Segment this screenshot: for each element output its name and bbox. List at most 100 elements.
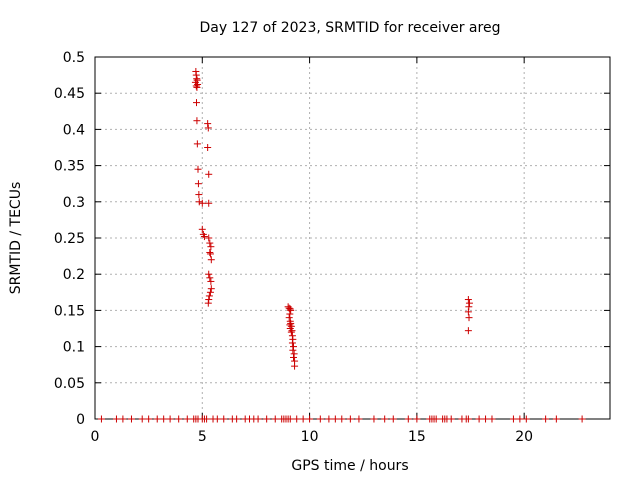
data-point [195,198,203,206]
data-point [287,328,295,336]
data-point [204,144,212,151]
data-point [447,415,455,423]
data-point [254,415,262,423]
y-axis-label: SRMTID / TECUs [8,182,24,295]
data-point [175,415,183,423]
data-point [522,415,530,423]
data-point [325,415,333,423]
data-point [482,415,490,423]
data-point [193,117,201,125]
data-point [346,415,354,423]
data-point [207,243,215,251]
y-tick-label: 0.3 [63,195,85,211]
data-point [119,415,127,423]
data-point [205,170,213,178]
data-point [404,415,412,423]
data-point [207,256,215,264]
data-point [552,415,560,423]
data-point [204,299,212,307]
data-point [206,248,214,256]
data-point [306,415,314,423]
data-point [205,292,213,300]
data-point [271,415,279,423]
data-point [331,415,339,423]
data-point [475,415,483,423]
data-point [204,120,212,128]
data-point [204,124,212,132]
data-point [488,415,496,423]
data-point [207,285,215,293]
data-point [464,308,472,316]
x-axis-label: GPS time / hours [291,458,408,474]
data-point [293,415,301,423]
data-point [381,415,389,423]
data-point [194,180,202,188]
x-tick-label: 0 [91,429,100,445]
data-point [389,415,397,423]
data-point [465,299,473,307]
data-point [206,274,214,282]
data-point [286,415,294,423]
data-point [233,415,241,423]
x-tick-label: 5 [198,429,207,445]
data-point [213,415,221,423]
data-point [206,288,214,296]
data-point [153,415,161,423]
y-tick-label: 0.05 [54,376,85,392]
data-point [299,415,307,423]
chart-title: Day 127 of 2023, SRMTID for receiver are… [200,20,501,36]
data-point [194,81,202,89]
data-point [193,140,201,148]
data-point [464,327,472,335]
data-point [432,415,440,423]
data-point [464,296,472,304]
data-point [287,306,295,314]
data-point [206,250,214,258]
data-point [160,415,168,423]
data-point [316,415,324,423]
data-point [192,82,200,90]
data-points [97,67,586,423]
y-tick-label: 0.1 [63,340,85,356]
data-point [205,199,213,207]
data-point [509,415,517,423]
data-point [127,415,135,423]
data-point [205,270,213,278]
data-point [465,314,473,322]
data-point [112,415,120,423]
data-point [166,415,174,423]
y-tick-label: 0.35 [54,159,85,175]
data-point [289,353,297,361]
data-point [194,165,202,173]
y-tick-label: 0.2 [63,267,85,283]
x-tick-label: 10 [301,429,319,445]
data-point [138,415,146,423]
y-tick-label: 0 [76,412,85,428]
data-point [145,415,153,423]
data-point [192,99,200,107]
data-point [542,415,550,423]
y-axis: 0 0.05 0.1 0.15 0.2 0.25 0.3 0.35 0.4 0.45 0.5 [54,50,610,428]
y-tick-label: 0.5 [63,50,85,66]
y-tick-label: 0.45 [54,86,85,102]
y-tick-label: 0.25 [54,231,85,247]
grid-lines [95,57,610,419]
y-tick-label: 0.4 [63,122,85,138]
data-point [288,339,296,347]
data-point [198,225,206,233]
data-point [183,415,191,423]
x-tick-label: 20 [515,429,533,445]
data-point [286,310,294,318]
data-point [200,233,208,241]
data-point [206,239,214,247]
data-point [195,191,203,199]
data-point [193,83,201,91]
data-point [289,346,297,354]
data-point [203,415,211,423]
x-tick-label: 15 [408,429,426,445]
data-point [97,415,105,423]
data-point [291,362,299,370]
data-point [338,415,346,423]
